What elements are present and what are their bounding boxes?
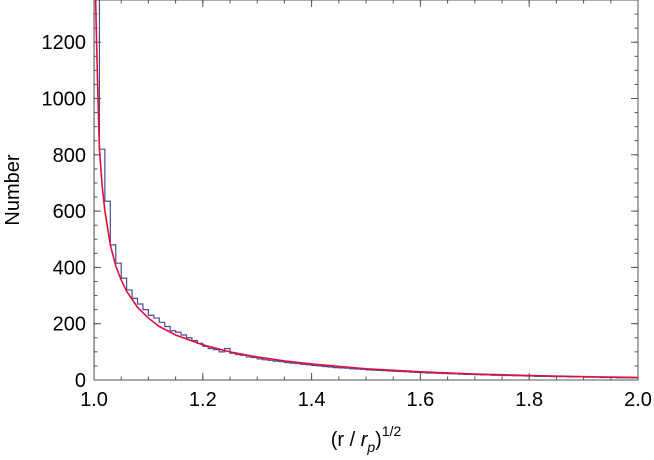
x-tick-labels: 1.0 1.2 1.4 1.6 1.8 2.0 — [80, 389, 652, 411]
x-tick-label: 1.4 — [298, 389, 326, 411]
y-tick-label: 1200 — [42, 32, 87, 54]
x-axis-title-var: r — [361, 429, 369, 451]
y-tick-label: 1000 — [42, 89, 87, 111]
x-axis-title-sup: 1/2 — [382, 423, 402, 439]
y-tick-label: 800 — [53, 145, 86, 167]
y-tick-label: 400 — [53, 257, 86, 279]
y-tick-label: 0 — [75, 370, 86, 392]
fit-curve — [94, 0, 638, 379]
y-axis-title: Number — [2, 154, 24, 225]
x-tick-label: 1.8 — [515, 389, 543, 411]
x-tick-label: 1.0 — [80, 389, 108, 411]
x-tick-label: 2.0 — [624, 389, 652, 411]
x-axis-title: (r / rp)1/2 — [331, 423, 402, 455]
x-axis-title-close: ) — [375, 429, 382, 451]
x-tick-label: 1.2 — [189, 389, 217, 411]
x-tick-label: 1.6 — [406, 389, 434, 411]
y-tick-label: 200 — [53, 314, 86, 336]
y-tick-label: 600 — [53, 201, 86, 223]
plot-frame — [93, 0, 639, 381]
x-axis-title-open: (r / — [331, 429, 361, 451]
y-tick-labels: 0 200 400 600 800 1000 1200 — [42, 32, 87, 392]
x-axis-title-sub: p — [366, 439, 375, 455]
plot-background — [94, 0, 638, 380]
